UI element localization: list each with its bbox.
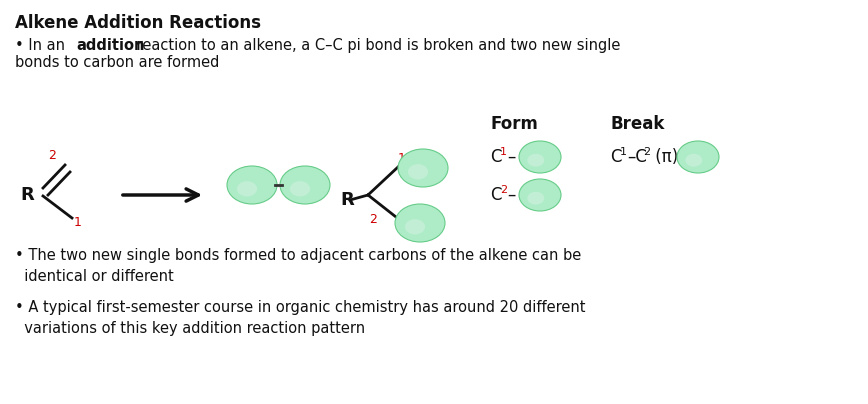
Text: Break: Break	[610, 115, 664, 133]
Ellipse shape	[686, 154, 702, 166]
Text: C: C	[490, 186, 502, 204]
Text: 2: 2	[369, 213, 377, 226]
Text: 2: 2	[48, 149, 56, 162]
Text: C: C	[490, 148, 502, 166]
Ellipse shape	[280, 166, 330, 204]
Ellipse shape	[227, 166, 277, 204]
Ellipse shape	[395, 204, 445, 242]
Text: –C: –C	[627, 148, 647, 166]
Ellipse shape	[528, 192, 544, 204]
Text: –: –	[507, 186, 516, 204]
Ellipse shape	[408, 164, 428, 179]
Text: addition: addition	[76, 38, 144, 53]
Text: C: C	[610, 148, 621, 166]
Ellipse shape	[398, 149, 448, 187]
Ellipse shape	[290, 181, 310, 196]
Text: bonds to carbon are formed: bonds to carbon are formed	[15, 55, 220, 70]
Text: Form: Form	[490, 115, 538, 133]
Text: reaction to an alkene, a C–C pi bond is broken and two new single: reaction to an alkene, a C–C pi bond is …	[132, 38, 621, 53]
Ellipse shape	[237, 181, 257, 196]
Text: (π): (π)	[650, 148, 678, 166]
Text: 1: 1	[74, 216, 82, 229]
Ellipse shape	[519, 179, 561, 211]
Text: Alkene Addition Reactions: Alkene Addition Reactions	[15, 14, 261, 32]
Ellipse shape	[519, 141, 561, 173]
Text: • The two new single bonds formed to adjacent carbons of the alkene can be
  ide: • The two new single bonds formed to adj…	[15, 248, 582, 284]
Text: R: R	[20, 186, 34, 204]
Text: • A typical first-semester course in organic chemistry has around 20 different
 : • A typical first-semester course in org…	[15, 300, 586, 336]
Text: –: –	[507, 148, 516, 166]
Text: 1: 1	[620, 147, 627, 157]
Text: 1: 1	[398, 152, 406, 165]
Ellipse shape	[405, 219, 425, 234]
Ellipse shape	[528, 154, 544, 166]
Ellipse shape	[677, 141, 719, 173]
Text: 2: 2	[500, 185, 507, 195]
Text: • In an: • In an	[15, 38, 69, 53]
Text: 2: 2	[643, 147, 650, 157]
Text: R: R	[340, 191, 354, 209]
Text: 1: 1	[500, 147, 507, 157]
